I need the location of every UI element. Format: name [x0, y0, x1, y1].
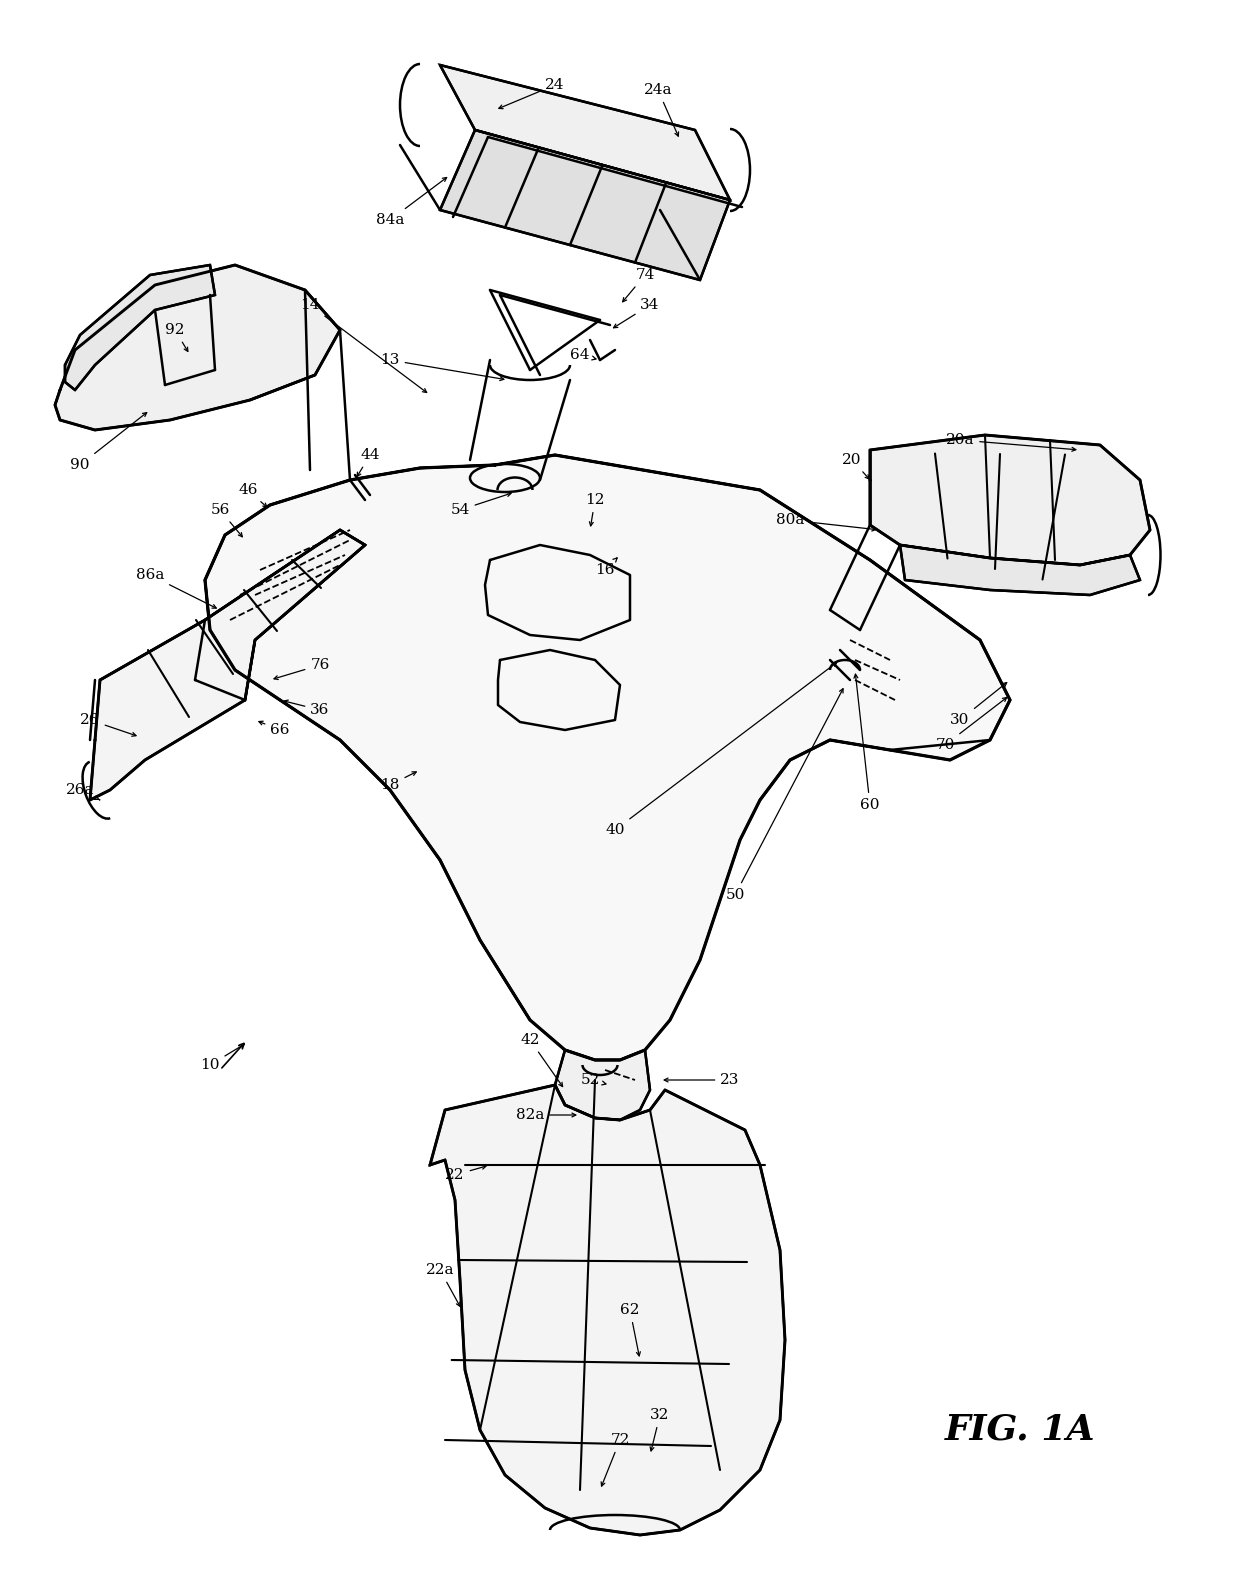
- Text: 60: 60: [854, 674, 879, 812]
- Text: 84a: 84a: [376, 177, 446, 226]
- Text: 40: 40: [605, 663, 837, 837]
- Text: 66: 66: [259, 721, 290, 737]
- Text: 52: 52: [580, 1073, 606, 1087]
- Text: 22a: 22a: [425, 1262, 460, 1307]
- Polygon shape: [430, 1085, 785, 1535]
- Text: 24a: 24a: [644, 82, 678, 136]
- Polygon shape: [900, 546, 1140, 595]
- Polygon shape: [440, 130, 730, 280]
- Text: 23: 23: [665, 1073, 740, 1087]
- Text: 46: 46: [238, 483, 267, 508]
- Text: 64: 64: [570, 348, 596, 362]
- Text: 86a: 86a: [136, 568, 216, 607]
- Text: 82a: 82a: [516, 1107, 575, 1122]
- Text: 72: 72: [601, 1433, 630, 1485]
- Polygon shape: [91, 530, 365, 800]
- Polygon shape: [556, 1050, 650, 1120]
- Text: 36: 36: [284, 701, 330, 717]
- Text: 42: 42: [521, 1033, 563, 1087]
- Text: 62: 62: [620, 1304, 640, 1356]
- Text: 30: 30: [950, 682, 1007, 728]
- Text: 22: 22: [445, 1166, 486, 1182]
- Text: 56: 56: [211, 503, 242, 536]
- Text: 20: 20: [842, 452, 869, 479]
- Text: 54: 54: [450, 492, 511, 517]
- Polygon shape: [440, 65, 730, 199]
- Text: 90: 90: [71, 413, 146, 471]
- Polygon shape: [195, 530, 365, 699]
- Polygon shape: [870, 435, 1149, 565]
- Text: 26a: 26a: [66, 783, 99, 800]
- Text: 10: 10: [200, 1044, 244, 1073]
- Polygon shape: [55, 266, 340, 430]
- Text: 13: 13: [381, 353, 503, 381]
- Polygon shape: [205, 456, 1011, 1060]
- Text: 50: 50: [725, 688, 843, 902]
- Text: 34: 34: [614, 297, 660, 327]
- Text: 74: 74: [622, 267, 655, 302]
- Polygon shape: [64, 266, 215, 391]
- Text: 20a: 20a: [946, 433, 1076, 451]
- Text: 76: 76: [274, 658, 330, 680]
- Text: 70: 70: [935, 698, 1007, 751]
- Text: FIG. 1A: FIG. 1A: [945, 1413, 1095, 1448]
- Text: 14: 14: [300, 297, 427, 392]
- Text: 80a: 80a: [776, 513, 875, 532]
- Text: 26: 26: [81, 713, 136, 736]
- Text: 16: 16: [595, 558, 618, 577]
- Text: 24: 24: [498, 78, 564, 109]
- Text: 12: 12: [585, 494, 605, 525]
- Text: 44: 44: [357, 448, 379, 476]
- Text: 32: 32: [650, 1408, 670, 1451]
- Text: 18: 18: [381, 772, 417, 793]
- Text: 92: 92: [165, 323, 187, 351]
